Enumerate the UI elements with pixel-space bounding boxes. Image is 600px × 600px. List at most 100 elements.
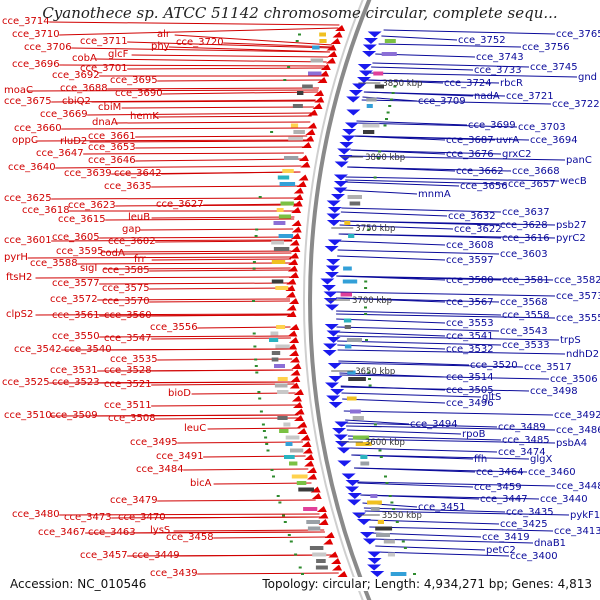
gene-leader-line (345, 419, 410, 425)
gene-leader-line (131, 54, 329, 58)
gene-leader-line (121, 106, 314, 109)
gene-label: frr (134, 254, 146, 265)
feature-tile (285, 442, 293, 446)
gene-leader-line (127, 67, 325, 70)
feature-tile (291, 474, 308, 479)
gene-leader-line (347, 166, 512, 172)
gene-leader-line (51, 197, 297, 200)
gene-label: cce_3640 (8, 162, 56, 173)
gene-leader-line (174, 34, 333, 46)
gene-leader-line (111, 348, 292, 351)
feature-dot (388, 495, 392, 497)
gene-leader-line (51, 239, 293, 242)
feature-tile (375, 526, 393, 531)
feature-dot (278, 501, 282, 504)
gene-label: phy (151, 41, 170, 52)
gene-label: lysS (150, 525, 170, 536)
reverse-gene-mark (323, 291, 338, 298)
gene-label: cce_3668 (512, 166, 560, 177)
gene-label: cce_3646 (88, 155, 136, 166)
gene-label: cce_3661 (88, 131, 136, 142)
gene-label: alr (157, 29, 171, 40)
gene-leader-line (149, 287, 291, 290)
reverse-gene-mark (358, 70, 373, 77)
gene-leader-line (97, 298, 291, 301)
gene-label: cce_3448 (556, 481, 600, 492)
feature-tile (348, 234, 355, 238)
forward-gene-mark (288, 252, 299, 259)
gene-label: uvrA (496, 135, 519, 146)
gene-label: cce_3714 (2, 16, 50, 27)
forward-gene-mark (335, 25, 346, 31)
gene-label: cce_3618 (22, 205, 70, 216)
feature-dot (364, 280, 368, 283)
accession-text: Accession: NC_010546 (8, 577, 149, 591)
gene-label: trpS (560, 335, 581, 346)
feature-tile (316, 559, 326, 563)
feature-tile (362, 123, 380, 128)
feature-tile (390, 572, 407, 576)
gene-label: cce_3467 (38, 527, 86, 538)
forward-gene-mark (317, 77, 328, 83)
gene-label: cbiM (98, 102, 121, 113)
forward-gene-mark (293, 415, 304, 421)
reverse-gene-mark (347, 499, 362, 506)
gene-label: cce_3710 (12, 29, 60, 40)
feature-tile (340, 292, 352, 297)
gene-label: cce_3615 (58, 214, 106, 225)
gene-label: cce_3486 (556, 425, 600, 436)
reverse-gene-mark (328, 402, 343, 408)
gene-leader-line (115, 121, 311, 124)
gene-leader-line (336, 310, 502, 316)
feature-tile (276, 325, 286, 329)
gene-label: cce_3568 (500, 297, 548, 308)
reverse-gene-mark (327, 239, 342, 246)
gene-leader-line (135, 531, 325, 534)
feature-tile (277, 416, 288, 420)
gene-label: cce_3547 (104, 333, 152, 344)
gene-label: sigI (80, 263, 97, 274)
reverse-gene-mark (357, 64, 372, 70)
feature-tile (280, 201, 294, 206)
reverse-gene-mark (326, 259, 341, 265)
gene-label: cce_3480 (12, 509, 60, 520)
feature-dot (255, 371, 259, 374)
gene-label: cce_3510 (4, 410, 52, 421)
reverse-gene-mark (325, 304, 340, 311)
gene-label: cce_3561 (52, 310, 100, 321)
gene-leader-line (345, 179, 508, 185)
gene-label: cce_3628 (500, 220, 548, 231)
gene-label: gnd (578, 72, 597, 83)
kbp-label: 3800 kbp (365, 153, 405, 163)
feature-tile (307, 526, 321, 531)
feature-tile (344, 325, 351, 329)
gene-leader-line (339, 220, 556, 226)
gene-label: cce_3514 (446, 372, 494, 383)
feature-tile (367, 500, 382, 505)
feature-tile (312, 45, 320, 50)
reverse-gene-mark (342, 129, 357, 135)
forward-gene-mark (307, 122, 318, 129)
forward-gene-mark (289, 350, 300, 356)
reverse-gene-mark (324, 382, 339, 389)
gene-leader-line (161, 171, 301, 175)
kbp-scale: 3850 kbp 3800 kbp 3750 kbp 3700 kbp 3650 kbp… (328, 79, 422, 521)
feature-dot (364, 306, 367, 309)
gene-leader-line (151, 258, 292, 261)
gene-label: cce_3605 (52, 232, 100, 243)
gene-label: cce_3743 (476, 52, 524, 63)
forward-gene-mark (328, 551, 339, 558)
forward-gene-mark (304, 135, 315, 142)
feature-dot (413, 573, 416, 575)
feature-tile (370, 494, 378, 498)
feature-dot (364, 313, 368, 315)
backbone-arc-inner (302, 0, 364, 600)
feature-dot (282, 514, 285, 517)
reverse-gene-mark (339, 142, 354, 148)
gene-label: cce_3597 (446, 255, 494, 266)
reverse-gene-mark (320, 278, 335, 285)
gene-leader-line (135, 135, 308, 138)
forward-gene-mark (291, 363, 302, 369)
reverse-gene-mark (367, 551, 382, 558)
